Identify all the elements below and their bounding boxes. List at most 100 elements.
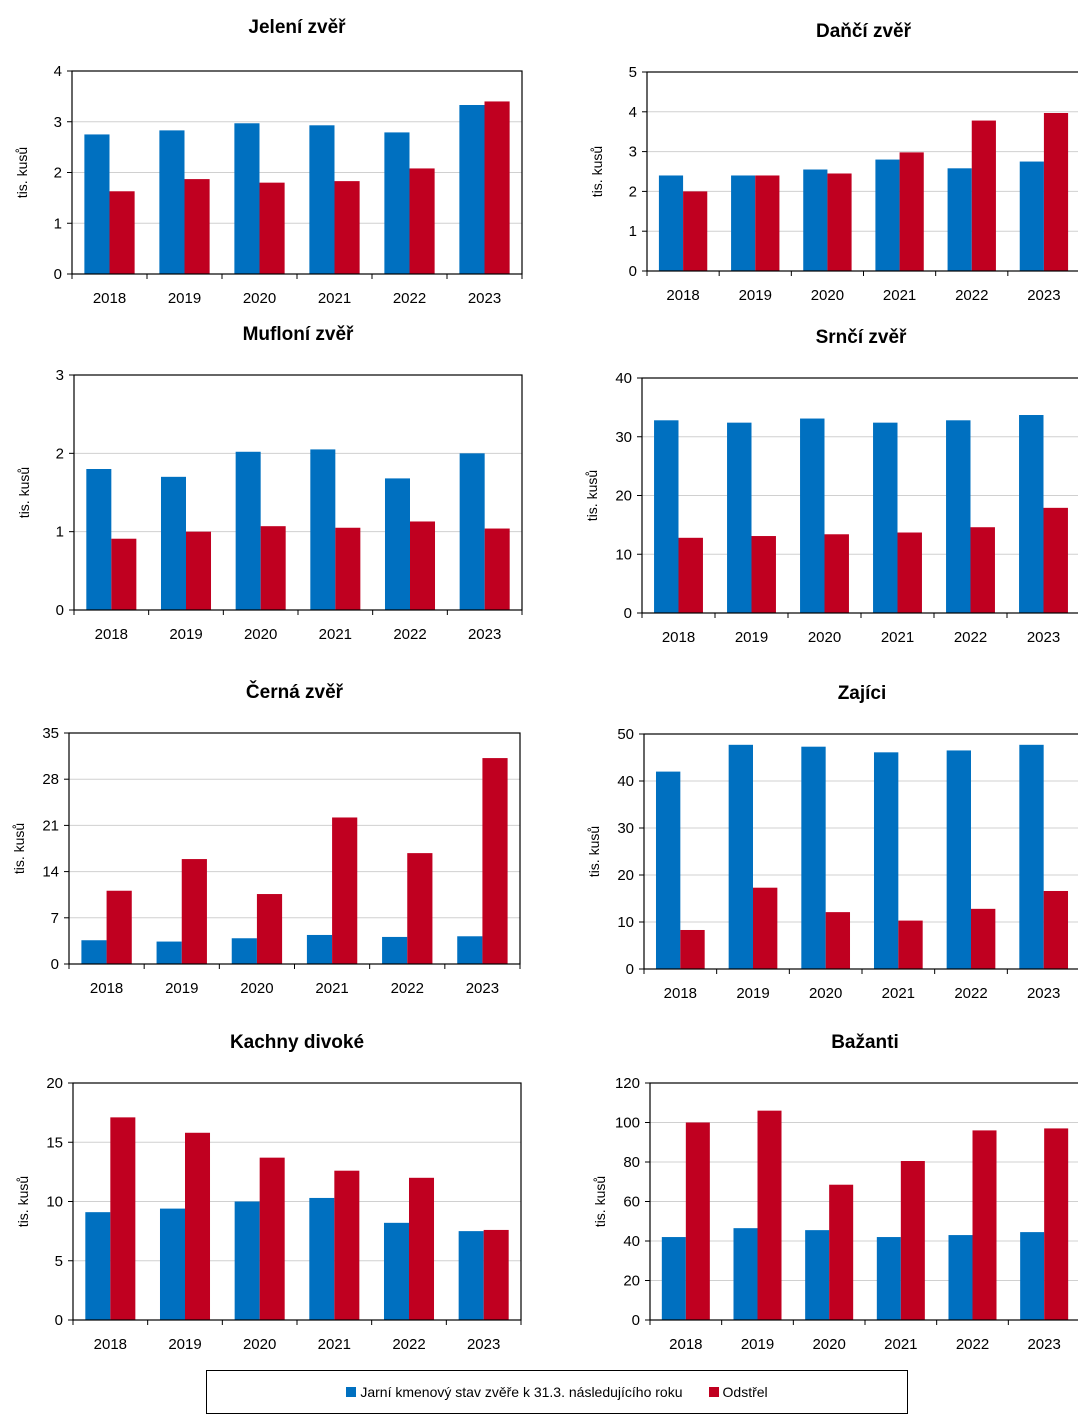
y-tick-label: 20: [46, 1075, 63, 1092]
bar-spring-stock-2023: [1019, 161, 1044, 271]
bar-cull-2022: [972, 1130, 997, 1320]
bar-spring-stock-2018: [81, 940, 107, 964]
legend-label-spring-stock: Jarní kmenový stav zvěře k 31.3. následu…: [360, 1384, 683, 1400]
bar-spring-stock-2021: [873, 752, 899, 969]
x-tick-label: 2023: [1027, 1336, 1060, 1353]
bar-spring-stock-2022: [384, 478, 410, 610]
chart-danci-zver: Daňčí zvěř tis. kusů 0 1 2 3 4 5 2018 2019 2020 202…: [589, 21, 1078, 304]
bar-cull-2019: [185, 1132, 211, 1320]
chart-title: Jelení zvěř: [248, 17, 346, 38]
y-axis-label: tis. kusů: [586, 826, 602, 877]
x-tick-label: 2021: [881, 629, 914, 646]
x-tick-label: 2023: [1027, 629, 1060, 646]
y-tick-label: 3: [629, 144, 637, 161]
y-tick-label: 3: [56, 367, 64, 384]
y-tick-label: 120: [615, 1075, 640, 1092]
y-tick-label: 20: [623, 1273, 640, 1290]
y-tick-label: 7: [51, 910, 59, 927]
y-axis-label: tis. kusů: [14, 147, 30, 198]
bar-spring-stock-2023: [457, 936, 483, 964]
plot-frame: [649, 1082, 1078, 1321]
bar-spring-stock-2022: [948, 1235, 973, 1320]
bar-spring-stock-2019: [731, 175, 756, 271]
bar-cull-2020: [827, 173, 852, 271]
x-tick-label: 2018: [666, 287, 699, 304]
x-tick-label: 2019: [735, 629, 768, 646]
x-tick-label: 2020: [809, 985, 842, 1002]
chart-cerna-zver: Černá zvěř tis. kusů 0 7 14 21 28 35 2018 2019 202…: [11, 681, 521, 997]
bar-cull-2021: [899, 152, 924, 271]
bar-spring-stock-2021: [309, 125, 335, 275]
chart-bazanti: Bažanti tis. kusů 0 20 40 60 80 100 120 2018 2019 2…: [592, 1032, 1078, 1353]
legend-item-cull: Odstřel: [708, 1384, 768, 1400]
x-tick-label: 2018: [669, 1336, 702, 1353]
plot-frame: [641, 377, 1078, 614]
bar-cull-2018: [111, 538, 137, 610]
x-tick-label: 2022: [956, 1336, 989, 1353]
x-tick-label: 2020: [811, 287, 844, 304]
bar-cull-2021: [898, 920, 923, 969]
bar-cull-2019: [753, 887, 778, 969]
bar-spring-stock-2019: [727, 422, 752, 613]
bar-cull-2023: [1043, 112, 1069, 271]
x-tick-label: 2021: [318, 1336, 351, 1353]
y-tick-label: 28: [42, 771, 59, 788]
bar-cull-2019: [184, 179, 210, 274]
bar-cull-2021: [334, 1170, 360, 1320]
y-tick-label: 80: [623, 1154, 640, 1171]
bar-spring-stock-2020: [234, 1201, 260, 1320]
y-tick-label: 40: [623, 1233, 640, 1250]
bar-cull-2021: [334, 181, 360, 274]
bar-cull-2020: [825, 912, 851, 969]
bar-cull-2019: [186, 531, 212, 610]
y-tick-label: 1: [56, 524, 64, 541]
bar-spring-stock-2021: [876, 1237, 901, 1320]
bar-cull-2020: [260, 526, 286, 610]
x-tick-label: 2021: [884, 1336, 917, 1353]
y-tick-label: 0: [55, 1312, 63, 1329]
chart-title: Bažanti: [831, 1032, 899, 1053]
x-tick-label: 2019: [741, 1336, 774, 1353]
y-tick-label: 4: [629, 104, 637, 121]
chart-title: Mufloní zvěř: [243, 324, 354, 345]
x-tick-label: 2020: [243, 290, 276, 307]
bar-cull-2020: [256, 894, 283, 964]
x-tick-label: 2019: [736, 985, 769, 1002]
chart-srnci-zver: Srnčí zvěř tis. kusů 0 10 20 30 40 2018 2019 2020…: [584, 327, 1078, 646]
y-tick-label: 5: [629, 64, 637, 81]
bar-cull-2021: [332, 817, 358, 964]
x-tick-label: 2019: [168, 1336, 201, 1353]
y-tick-label: 0: [624, 605, 632, 622]
x-tick-label: 2023: [1027, 287, 1060, 304]
bar-cull-2019: [751, 536, 776, 613]
bar-spring-stock-2023: [459, 453, 485, 610]
bar-spring-stock-2019: [160, 476, 186, 610]
bar-spring-stock-2018: [84, 134, 110, 274]
chart-jeleni-zver: Jelení zvěř tis. kusů 0 1 2 3 4 2018 2019 2020 202…: [14, 17, 523, 307]
chart-mufloni-zver: Mufloní zvěř tis. kusů 0 1 2 3 2018 2019 2020 202…: [16, 324, 523, 643]
x-tick-label: 2022: [955, 287, 988, 304]
bar-cull-2022: [409, 1177, 435, 1320]
bar-cull-2018: [110, 1117, 136, 1320]
y-tick-label: 5: [55, 1253, 63, 1270]
legend-swatch-spring-stock: [346, 1387, 357, 1397]
bar-spring-stock-2018: [658, 175, 684, 271]
x-tick-label: 2023: [468, 290, 501, 307]
x-tick-label: 2021: [882, 985, 915, 1002]
bar-spring-stock-2020: [805, 1230, 830, 1320]
x-tick-label: 2023: [467, 1336, 500, 1353]
legend-label-cull: Odstřel: [722, 1384, 768, 1400]
bar-spring-stock-2022: [383, 1222, 409, 1320]
plot-frame: [71, 70, 523, 275]
y-tick-label: 2: [629, 183, 637, 200]
y-tick-label: 0: [51, 956, 59, 973]
bar-spring-stock-2023: [1019, 744, 1044, 969]
y-tick-label: 14: [42, 864, 59, 881]
legend: Jarní kmenový stav zvěře k 31.3. následu…: [206, 1370, 908, 1414]
x-tick-label: 2022: [392, 1336, 425, 1353]
bar-spring-stock-2023: [1020, 1232, 1045, 1320]
bar-cull-2023: [483, 1229, 509, 1320]
x-tick-label: 2022: [393, 290, 426, 307]
bar-spring-stock-2021: [873, 422, 898, 613]
chart-kachny-divoke: Kachny divoké tis. kusů 0 5 10 15 20 2018 2019 20…: [15, 1032, 522, 1353]
